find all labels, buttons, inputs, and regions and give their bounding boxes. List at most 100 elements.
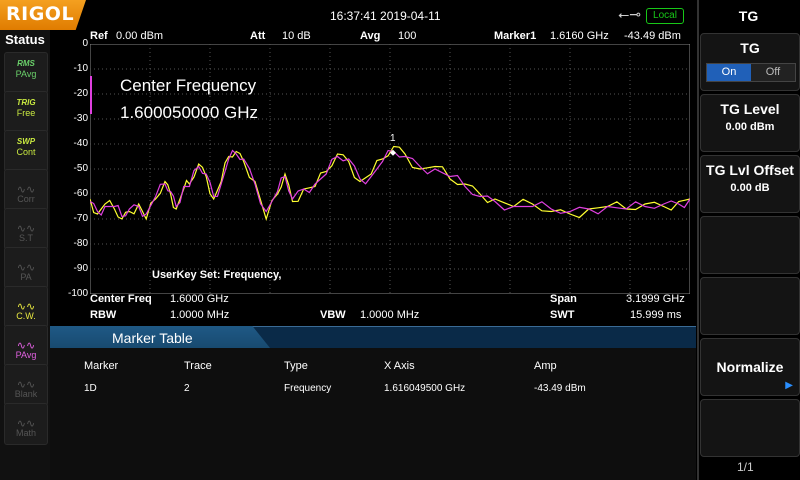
status-button-label: Math [15,428,36,438]
page-indicator: 1/1 [737,460,754,474]
userkey-text: UserKey Set: Frequency, [152,269,281,281]
y-tick-label: -100 [67,288,88,299]
status-button-cw[interactable]: ∿∿ C.W. [4,286,48,328]
normalize-label: Normalize [716,359,784,375]
status-button-label: S.T [18,233,33,243]
status-button-label: PAvg [15,69,37,79]
y-tick-label: -70 [73,213,88,224]
status-button-free[interactable]: TRIG Free [4,91,48,133]
status-button-st[interactable]: ∿∿ S.T [4,208,48,250]
rbw-label: RBW [90,309,117,321]
avg-value: 100 [398,30,417,42]
row-marker[interactable]: 1D [84,383,97,394]
y-tick-label: -40 [73,138,88,149]
pavg-icon: ∿∿ [16,340,36,352]
status-button-pa[interactable]: ∿∿ PA [4,247,48,289]
tg-level-label: TG Level [720,101,780,117]
col-x-axis: X Axis [384,360,415,372]
status-button-label: Corr [17,194,35,204]
col-marker: Marker [84,360,119,372]
marker-1-point [389,149,396,156]
status-button-math[interactable]: ∿∿ Math [4,403,48,445]
softkey-empty-2[interactable] [700,277,800,335]
corr-icon: ∿∿ [16,184,36,196]
status-button-label: PAvg [15,350,37,360]
span-label: Span [550,293,577,305]
status-button-label: Free [16,108,36,118]
spectrum-plot[interactable]: 1 Center Frequency 1.600050000 GHz UserK… [90,44,690,294]
tg-offset-label: TG Lvl Offset [706,162,794,178]
status-button-sup: RMS [17,59,35,68]
y-tick-label: -30 [73,113,88,124]
top-bar [0,0,696,32]
att-label: Att [250,30,266,42]
tg-label: TG [740,40,760,56]
softkey-empty-3[interactable] [700,399,800,457]
status-button-sup: SWP [16,137,36,146]
status-button-sup: TRIG [16,98,36,107]
marker-amp: -43.49 dBm [624,30,681,42]
datetime: 16:37:41 2019-04-11 [330,9,441,23]
normalize-button[interactable]: Normalize ▶ [700,338,800,396]
center-freq-param[interactable]: 1.6000 GHz [170,293,229,305]
row-x-axis: 1.616049500 GHz [384,383,466,394]
y-tick-label: -10 [73,63,88,74]
status-button-label: Blank [14,389,38,399]
y-tick-label: 0 [82,38,88,49]
marker-table-body [50,348,696,480]
swt-label: SWT [550,309,575,321]
col-trace: Trace [184,360,212,372]
blank-icon: ∿∿ [16,379,36,391]
status-button-pavg[interactable]: ∿∿ PAvg [4,325,48,367]
cw-icon: ∿∿ [16,301,36,313]
vbw-label: VBW [320,309,346,321]
brand-text: RIGOL [6,3,75,25]
marker-label: Marker1 [494,30,537,42]
ref-value: 0.00 dBm [116,30,164,42]
center-freq-title: Center Frequency [120,76,257,95]
center-freq-label: Center Freq [90,293,152,305]
row-trace: 2 [184,383,190,394]
rbw-value[interactable]: 1.0000 MHz [170,309,230,321]
status-button-label: Cont [16,147,36,157]
status-button-blank[interactable]: ∿∿ Blank [4,364,48,406]
plot-grid [90,44,690,294]
tg-toggle-button[interactable]: TG On Off [700,33,800,91]
local-badge[interactable]: Local [646,8,684,24]
row-type: Frequency [284,383,332,394]
trace-2 [90,149,690,218]
tg-level-value: 0.00 dBm [725,121,775,133]
tg-off-option[interactable]: Off [765,66,781,78]
softkey-empty-1[interactable] [700,216,800,274]
tg-level-button[interactable]: TG Level 0.00 dBm [700,94,800,152]
y-tick-label: -20 [73,88,88,99]
marker-table-title: Marker Table [112,330,193,346]
y-tick-label: -90 [73,263,88,274]
trace-group [90,145,690,222]
status-button-label: PA [20,272,32,282]
col-amp: Amp [534,360,557,372]
marker-table-tab[interactable] [50,326,270,348]
tg-switch[interactable]: On Off [706,63,796,82]
math-icon: ∿∿ [16,418,36,430]
swt-value[interactable]: 15.999 ms [630,309,682,321]
marker-flag: 1 [390,133,396,144]
row-amp: -43.49 dBm [534,383,586,394]
tg-offset-value: 0.00 dB [730,182,770,194]
tg-on-option[interactable]: On [707,64,751,81]
y-tick-label: -80 [73,238,88,249]
y-tick-label: -60 [73,188,88,199]
pa-icon: ∿∿ [16,262,36,274]
status-button-cont[interactable]: SWP Cont [4,130,48,172]
span-value[interactable]: 3.1999 GHz [626,293,685,305]
avg-label: Avg [360,30,381,42]
menu-title: TG [738,8,759,24]
status-button-corr[interactable]: ∿∿ Corr [4,169,48,211]
tg-offset-button[interactable]: TG Lvl Offset 0.00 dB [700,155,800,213]
status-label: Status [5,32,45,47]
marker-freq: 1.6160 GHz [550,30,609,42]
y-tick-label: -50 [73,163,88,174]
vbw-value[interactable]: 1.0000 MHz [360,309,420,321]
st-icon: ∿∿ [16,223,36,235]
status-button-pavg[interactable]: RMS PAvg [4,52,48,94]
